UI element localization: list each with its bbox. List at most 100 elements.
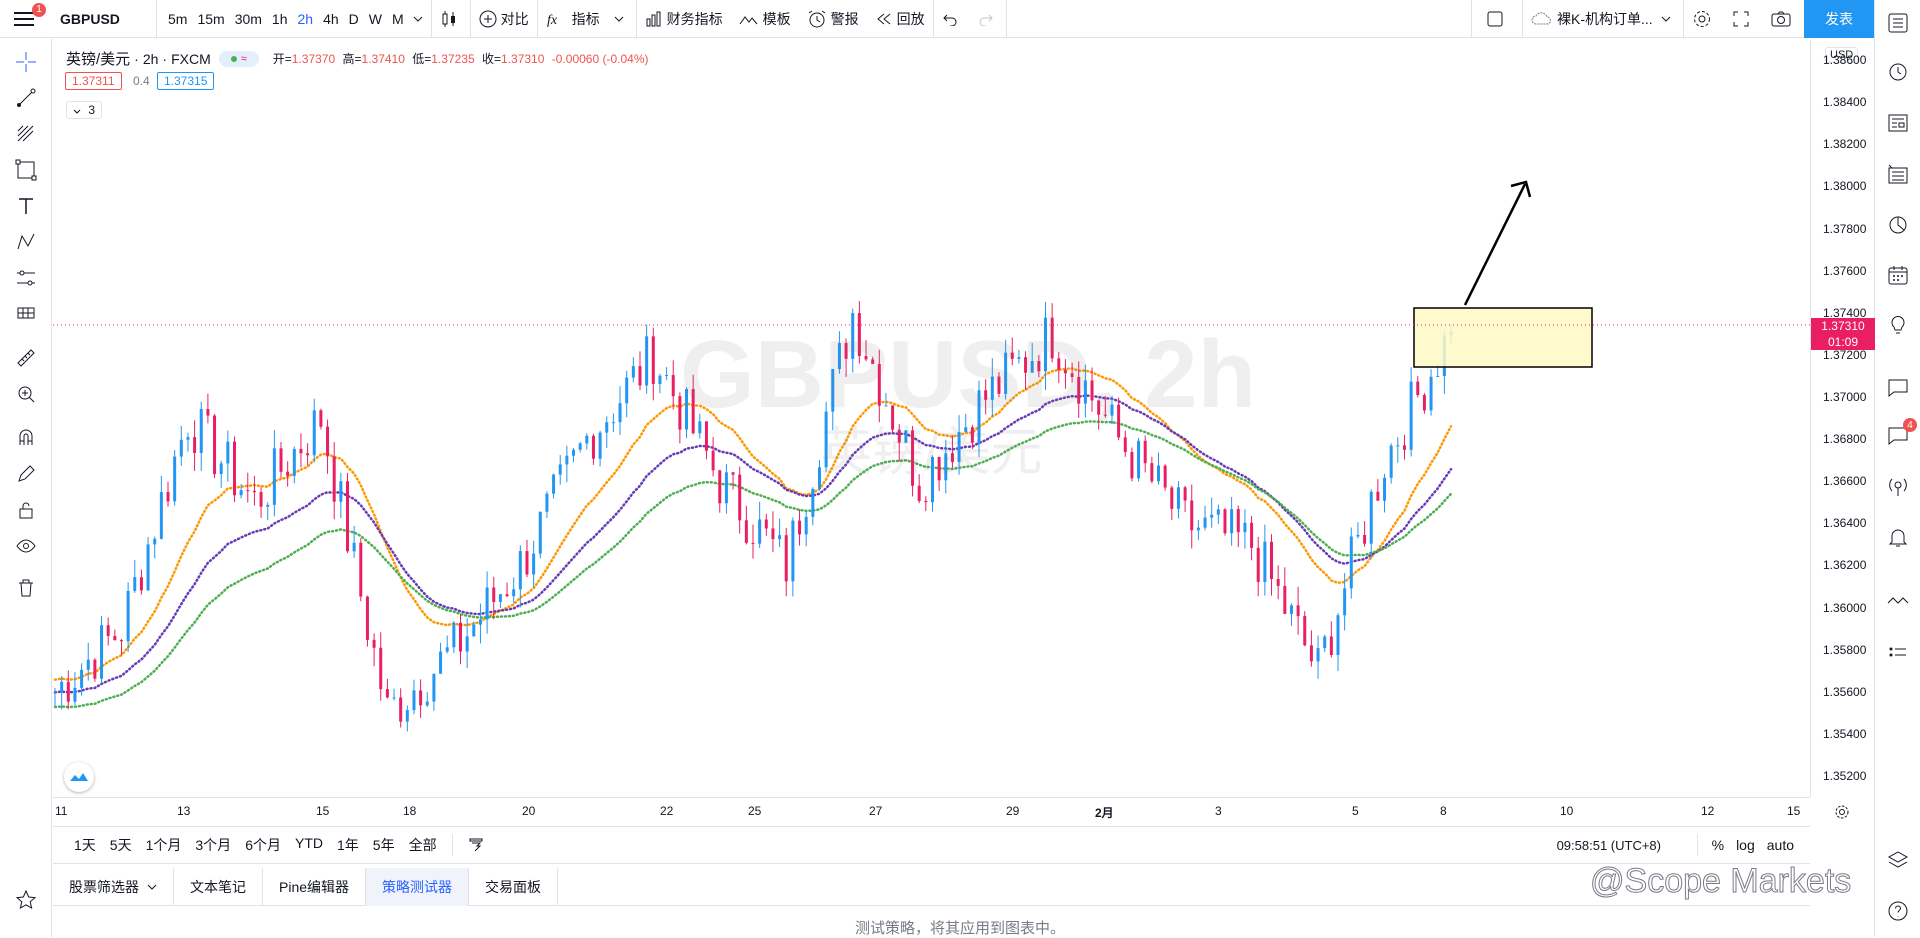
alert-button[interactable]: 警报 [799,0,867,38]
prediction-tool[interactable] [13,265,39,291]
clock[interactable]: 09:58:51 (UTC+8) [1556,837,1661,853]
price-axis[interactable]: USD 1.38600 1.38400 1.38200 1.38000 1.37800 1… [1810,39,1875,797]
candle [53,687,57,707]
crosshair-tool[interactable] [13,49,39,75]
publish-button[interactable]: 发表 [1804,0,1874,38]
pattern-tool[interactable] [13,229,39,255]
scale-option-2[interactable]: auto [1766,837,1794,853]
visibility-tool[interactable] [13,533,39,559]
time-range-0[interactable]: 1天 [74,837,96,853]
time-range-1[interactable]: 5天 [109,837,132,853]
help-button[interactable] [1885,898,1911,924]
chats-button[interactable] [1885,374,1911,400]
candle [1004,339,1008,400]
candle [532,540,536,588]
ideas-button[interactable] [1885,312,1911,338]
bottom-tab-2[interactable]: Pine编辑器 [263,868,367,906]
watchlist-button[interactable] [1885,10,1911,36]
redo-button[interactable] [970,0,1006,38]
interval-W[interactable]: W [368,10,382,27]
scale-option-0[interactable]: % [1711,837,1725,853]
remove-drawings-tool[interactable] [13,575,39,601]
layers-button[interactable] [1885,848,1911,874]
bottom-tab-0[interactable]: 股票筛选器 [53,868,174,906]
order-panel-button[interactable] [1885,640,1911,666]
time-range-3[interactable]: 3个月 [195,837,232,853]
highlight-rectangle[interactable] [1413,307,1593,368]
calendar-button[interactable] [1885,262,1911,288]
fib-tool[interactable] [13,121,39,147]
interval-5m[interactable]: 5m [168,10,188,27]
menu-button[interactable]: 1 [0,0,52,38]
time-range-5[interactable]: YTD [294,835,323,851]
buy-price-button[interactable]: 1.37315 [157,72,215,90]
notifications-button[interactable] [1885,524,1911,550]
symbol-search-button[interactable]: GBPUSD [60,10,120,27]
goto-date-button[interactable] [461,835,491,856]
snapshot-button[interactable] [1762,0,1804,38]
replay-button[interactable]: 回放 [867,0,933,38]
interval-M[interactable]: M [392,10,404,27]
scale-option-1[interactable]: log [1736,837,1755,853]
bottom-tab-4[interactable]: 交易面板 [469,868,559,906]
interval-30m[interactable]: 30m [234,10,262,27]
time-range-4[interactable]: 6个月 [245,837,281,853]
price-tick: 1.38200 [1823,137,1867,152]
layout-dropdown[interactable]: 裸K-机构订单... [1523,0,1683,38]
hamburger-icon [14,11,34,26]
stay-in-drawing-tool[interactable] [13,461,39,487]
icon-tool[interactable] [13,301,39,327]
interval-dropdown-button[interactable] [409,0,431,38]
fullscreen-box-button[interactable] [1472,0,1522,38]
messages-button[interactable]: 4 [1885,418,1917,448]
price-chart[interactable] [53,39,1810,797]
legend-symbol-name[interactable]: 英镑/美元 [66,51,131,68]
projection-arrow[interactable] [1463,180,1532,306]
economic-calendar-button[interactable] [1885,212,1911,238]
time-range-6[interactable]: 1年 [336,837,359,853]
streams-button[interactable] [1885,474,1911,500]
tradingview-logo[interactable] [64,762,94,792]
data-window-button[interactable] [1885,162,1911,188]
news-button[interactable] [1885,110,1911,136]
zoom-in-icon [18,386,35,403]
zoom-tool[interactable] [13,381,39,407]
lock-tool[interactable] [13,497,39,523]
alerts-panel-button[interactable] [1885,58,1911,84]
interval-15m[interactable]: 15m [197,10,225,27]
currency-label[interactable]: USD [1825,47,1859,63]
financials-button[interactable]: 财务指标 [637,0,731,38]
bottom-tab-3[interactable]: 策略测试器 [366,868,470,906]
series-legend[interactable]: 英镑/美元 · 2h · FXCM ≈ 开=1.37370 高=1.37410 … [66,48,649,69]
bottom-tab-1[interactable]: 文本笔记 [174,868,263,906]
ema-line-2[interactable] [53,420,1453,709]
time-range-2[interactable]: 1个月 [145,837,182,853]
interval-4h[interactable]: 4h [323,10,339,27]
interval-D[interactable]: D [348,10,359,27]
time-range-7[interactable]: 5年 [372,837,395,853]
dom-button[interactable] [1885,588,1911,614]
templates-button[interactable]: 模板 [731,0,799,38]
undo-button[interactable] [934,0,970,38]
indicators-collapse-toggle[interactable]: 3 [66,101,103,119]
trendline-tool[interactable] [13,85,39,111]
sell-price-button[interactable]: 1.37311 [65,72,122,90]
time-axis[interactable]: 11 13 15 18 20 22 25 27 29 2月 3 5 8 10 12 15 [53,797,1810,826]
market-status-pill[interactable]: ≈ [218,50,259,67]
chart-type-button[interactable] [432,0,470,38]
compare-button[interactable]: 对比 [471,0,537,38]
shape-tool[interactable] [13,157,39,183]
indicators-button[interactable]: fx 指标 [538,0,636,38]
axis-settings-button[interactable] [1830,800,1854,824]
chart-pane[interactable] [53,39,1810,797]
interval-1h[interactable]: 1h [271,10,288,27]
favorites-tool[interactable] [13,887,39,913]
measure-tool[interactable] [13,345,39,371]
settings-button[interactable] [1684,0,1724,38]
magnet-tool[interactable] [13,425,39,451]
ema-line-1[interactable] [53,394,1453,694]
time-range-8[interactable]: 全部 [408,837,437,853]
fullscreen-button[interactable] [1724,0,1762,38]
text-tool[interactable] [13,193,39,219]
interval-2h[interactable]: 2h [297,10,314,27]
